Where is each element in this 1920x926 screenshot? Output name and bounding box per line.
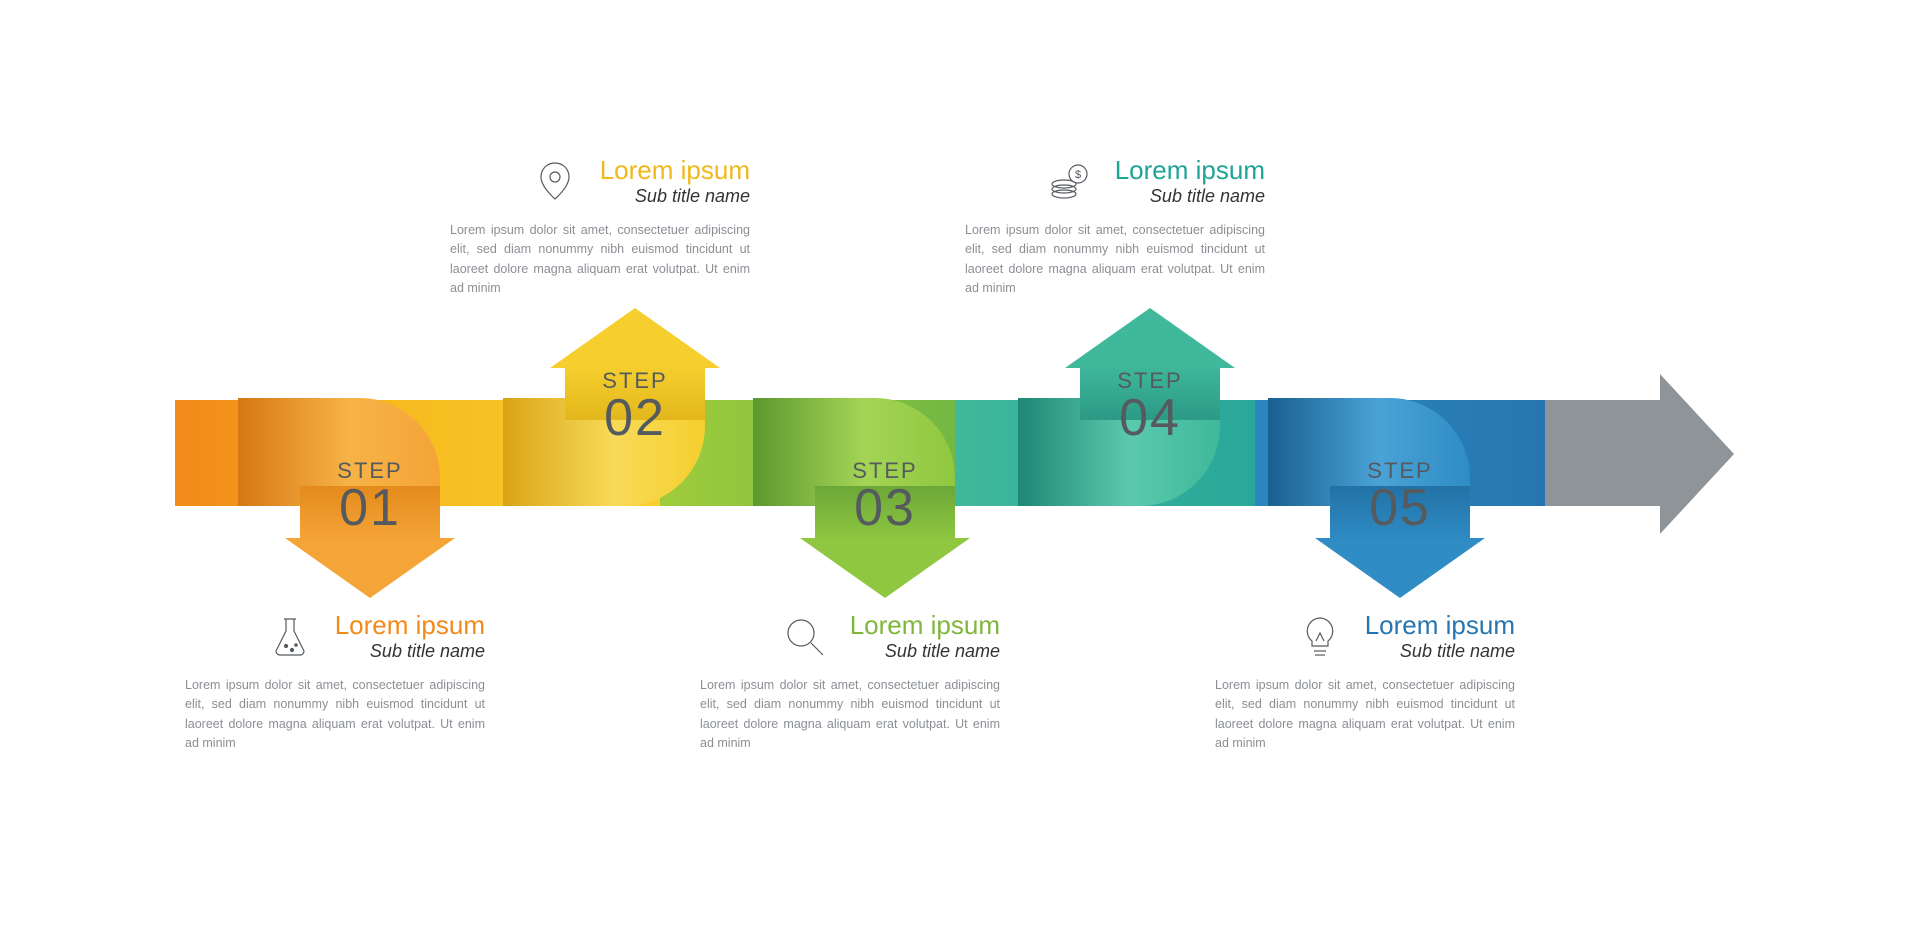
step-subtitle: Sub title name — [1365, 641, 1515, 662]
step-number: 02 — [565, 392, 705, 444]
step-text-block-01: Lorem ipsum Sub title name Lorem ipsum d… — [185, 610, 485, 754]
step-text-block-05: Lorem ipsum Sub title name Lorem ipsum d… — [1215, 610, 1515, 754]
main-arrow-head — [1660, 374, 1734, 534]
step-title: Lorem ipsum — [600, 155, 750, 186]
step-number: 03 — [815, 482, 955, 534]
step-number: 04 — [1080, 392, 1220, 444]
step-arrowhead — [800, 538, 970, 598]
step-arrowhead — [1065, 308, 1235, 368]
infographic-stage: STEP 01 STEP 02 STEP 03 STEP 04 STEP 05 Lore… — [175, 0, 1745, 926]
step-title: Lorem ipsum — [850, 610, 1000, 641]
step-subtitle: Sub title name — [335, 641, 485, 662]
step-title: Lorem ipsum — [335, 610, 485, 641]
step-label: STEP 02 — [565, 370, 705, 444]
pin-icon — [528, 155, 582, 209]
step-arrowhead — [550, 308, 720, 368]
flask-icon — [263, 610, 317, 664]
step-text-block-04: $ Lorem ipsum Sub title name Lorem ipsum… — [965, 155, 1265, 299]
magnifier-icon — [778, 610, 832, 664]
step-arrowhead — [1315, 538, 1485, 598]
coins-icon: $ — [1043, 155, 1097, 209]
step-arrowhead — [285, 538, 455, 598]
bulb-icon — [1293, 610, 1347, 664]
step-label: STEP 03 — [815, 460, 955, 534]
step-title: Lorem ipsum — [1365, 610, 1515, 641]
step-label: STEP 01 — [300, 460, 440, 534]
step-number: 01 — [300, 482, 440, 534]
step-text-block-02: Lorem ipsum Sub title name Lorem ipsum d… — [450, 155, 750, 299]
step-body: Lorem ipsum dolor sit amet, consectetuer… — [965, 221, 1265, 299]
step-subtitle: Sub title name — [850, 641, 1000, 662]
step-body: Lorem ipsum dolor sit amet, consectetuer… — [450, 221, 750, 299]
step-title: Lorem ipsum — [1115, 155, 1265, 186]
step-label: STEP 05 — [1330, 460, 1470, 534]
step-label: STEP 04 — [1080, 370, 1220, 444]
step-subtitle: Sub title name — [600, 186, 750, 207]
step-text-block-03: Lorem ipsum Sub title name Lorem ipsum d… — [700, 610, 1000, 754]
svg-text:$: $ — [1075, 169, 1081, 181]
step-subtitle: Sub title name — [1115, 186, 1265, 207]
step-body: Lorem ipsum dolor sit amet, consectetuer… — [185, 676, 485, 754]
step-body: Lorem ipsum dolor sit amet, consectetuer… — [1215, 676, 1515, 754]
step-number: 05 — [1330, 482, 1470, 534]
step-body: Lorem ipsum dolor sit amet, consectetuer… — [700, 676, 1000, 754]
